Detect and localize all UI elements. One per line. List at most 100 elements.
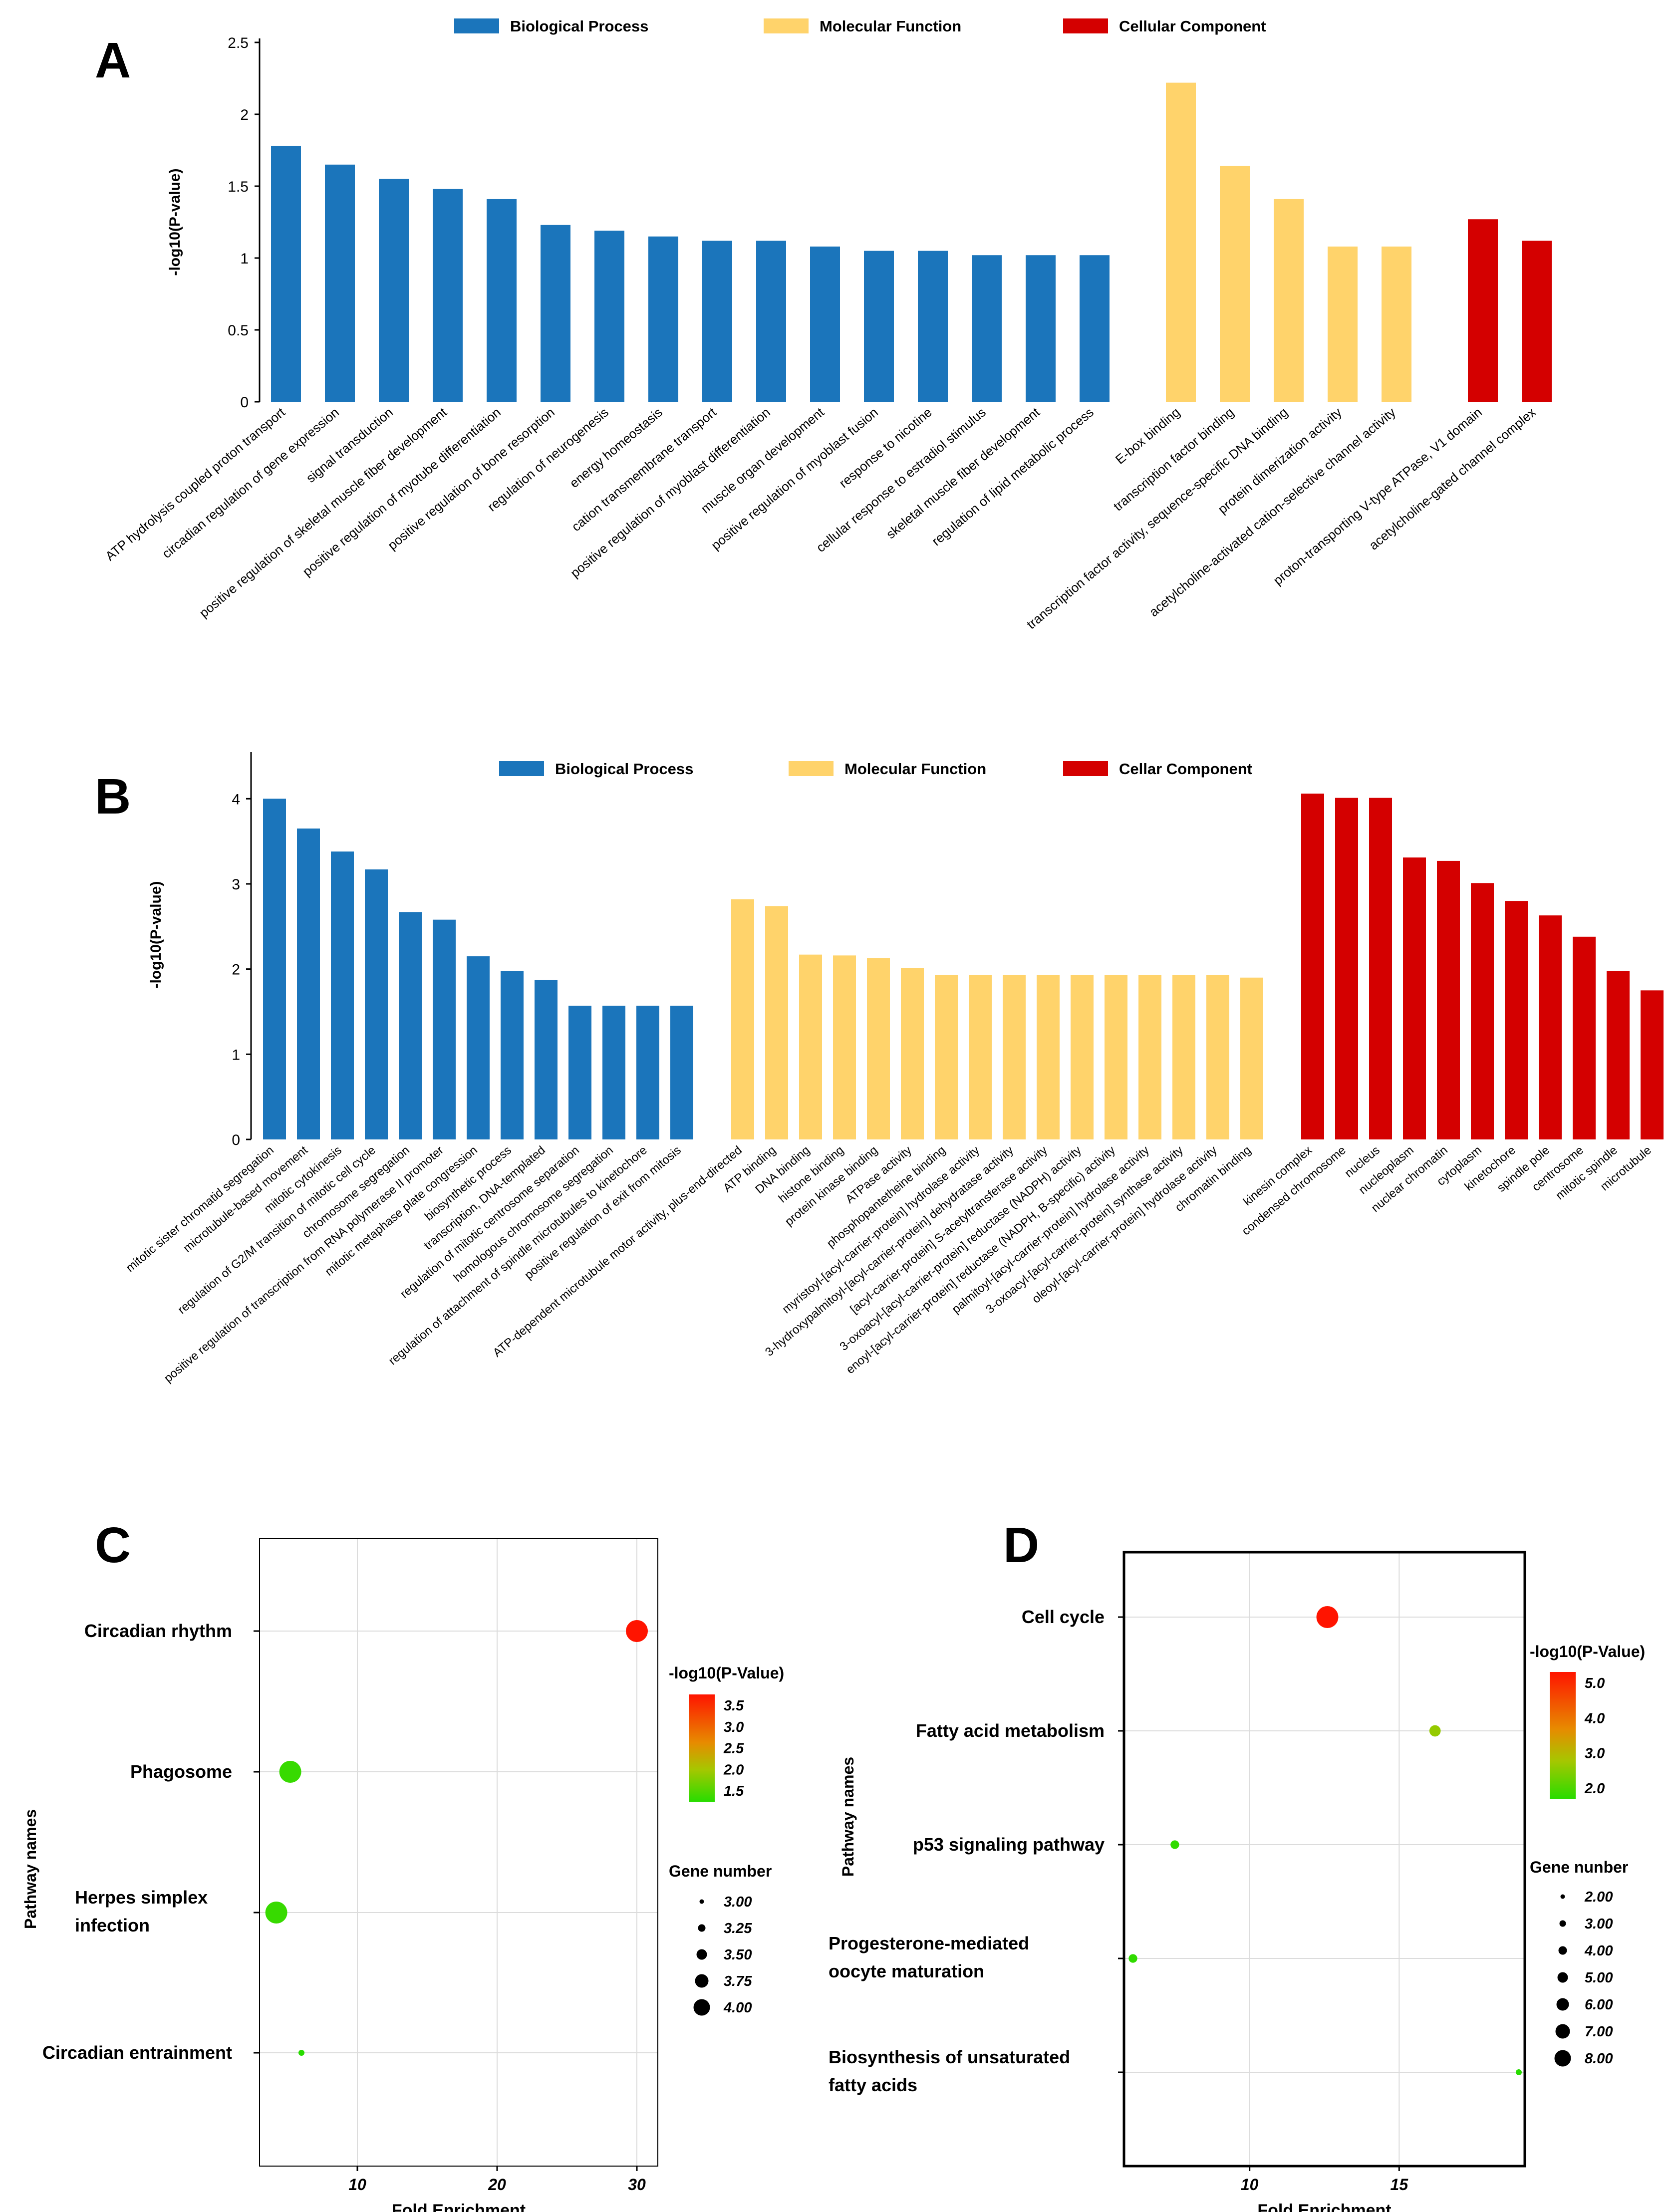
bar-bp bbox=[365, 869, 388, 1139]
bar-mf bbox=[1328, 246, 1358, 402]
panel-letter-a: A bbox=[95, 32, 131, 88]
size-legend-dot bbox=[1557, 1972, 1568, 1983]
bar-cc bbox=[1403, 857, 1426, 1139]
plot-frame bbox=[259, 1538, 658, 2167]
bar-mf bbox=[799, 954, 822, 1139]
y-axis-label: -log10(P-value) bbox=[167, 168, 183, 276]
x-tick-label: 10 bbox=[1241, 2176, 1259, 2194]
y-axis-label: Pathway names bbox=[839, 1757, 857, 1877]
size-legend-dot bbox=[1556, 1998, 1569, 2011]
bar-bp bbox=[263, 799, 286, 1139]
size-legend-dot bbox=[1555, 2024, 1570, 2039]
y-tick-label: 4 bbox=[232, 791, 240, 808]
color-legend-tick: 3.0 bbox=[724, 1719, 744, 1735]
pathway-label: Circadian entrainment bbox=[42, 2042, 232, 2063]
bar-mf bbox=[1220, 166, 1250, 402]
pathway-label: fatty acids bbox=[829, 2075, 917, 2095]
bar-bp bbox=[602, 1006, 625, 1139]
legend-label-bp: Biological Process bbox=[510, 17, 648, 35]
bar-bp bbox=[541, 225, 570, 402]
panel-letter-d: D bbox=[1003, 1517, 1039, 1573]
bar-cc bbox=[1437, 860, 1460, 1139]
size-legend-label: 3.00 bbox=[1585, 1916, 1613, 1932]
bar-bp bbox=[568, 1006, 591, 1139]
bar-cc bbox=[1573, 936, 1596, 1139]
bar-cc bbox=[1369, 798, 1392, 1139]
x-tick-label: energy homeostasis bbox=[566, 405, 665, 491]
size-legend-label: 4.00 bbox=[723, 2000, 752, 2016]
color-legend-title: -log10(P-Value) bbox=[669, 1664, 784, 1682]
bar-mf bbox=[969, 975, 992, 1139]
size-legend-label: 3.25 bbox=[724, 1921, 752, 1936]
bar-cc bbox=[1301, 794, 1324, 1139]
bar-mf bbox=[1172, 975, 1195, 1139]
size-legend-dot bbox=[1558, 1946, 1567, 1955]
color-legend-tick: 2.5 bbox=[723, 1741, 744, 1757]
size-legend-label: 5.00 bbox=[1585, 1970, 1613, 1986]
bar-mf bbox=[1206, 975, 1229, 1139]
bar-bp bbox=[297, 829, 320, 1139]
y-tick-label: 1 bbox=[232, 1047, 240, 1063]
bar-bp bbox=[648, 236, 678, 402]
legend-label-bp: Biological Process bbox=[555, 760, 693, 778]
size-legend-title: Gene number bbox=[669, 1862, 772, 1880]
bar-bp bbox=[325, 164, 355, 402]
bar-bp bbox=[331, 851, 354, 1139]
bar-mf bbox=[867, 958, 890, 1139]
bar-bp bbox=[433, 919, 456, 1139]
size-legend-dot bbox=[698, 1924, 706, 1932]
y-tick-label: 1.5 bbox=[228, 179, 249, 195]
color-legend-bar bbox=[689, 1694, 715, 1802]
panel-letter-b: B bbox=[95, 769, 131, 825]
bar-mf bbox=[1105, 975, 1127, 1139]
pathway-label: infection bbox=[75, 1915, 150, 1936]
size-legend-dot bbox=[693, 1999, 710, 2016]
pathway-label: Progesterone-mediated bbox=[829, 1933, 1029, 1953]
bar-bp bbox=[810, 246, 840, 402]
data-point bbox=[626, 1620, 648, 1642]
x-tick-label: 20 bbox=[488, 2176, 506, 2194]
color-legend-tick: 5.0 bbox=[1585, 1675, 1605, 1691]
y-tick-label: 2 bbox=[240, 107, 249, 123]
bar-bp bbox=[972, 255, 1002, 402]
bar-bp bbox=[670, 1006, 693, 1139]
pathway-label: Phagosome bbox=[130, 1761, 232, 1782]
size-legend-dot bbox=[699, 1899, 704, 1904]
panel-a-bar-chart: 0 0.5 1 1.5 2 2.5 -log10(P-value) Biological Pr… bbox=[102, 17, 1552, 632]
y-axis-label: Pathway names bbox=[21, 1809, 39, 1929]
x-axis-label: Fold Enrichment bbox=[1257, 2201, 1391, 2212]
size-legend-label: 2.00 bbox=[1584, 1889, 1613, 1905]
x-tick-label: positive regulation of myotube different… bbox=[299, 405, 504, 579]
color-legend-title: -log10(P-Value) bbox=[1530, 1643, 1645, 1660]
size-legend-dot bbox=[695, 1974, 709, 1988]
x-tick-label: positive regulation of skeletal muscle f… bbox=[196, 404, 450, 620]
size-legend-label: 3.00 bbox=[724, 1894, 752, 1910]
pathway-label: Biosynthesis of unsaturated bbox=[829, 2047, 1070, 2067]
data-point bbox=[1170, 1840, 1179, 1849]
size-legend-label: 8.00 bbox=[1585, 2051, 1613, 2067]
bar-cc bbox=[1505, 901, 1528, 1139]
legend-swatch-cc bbox=[1063, 761, 1108, 776]
size-legend-label: 3.50 bbox=[724, 1947, 752, 1963]
size-legend-label: 6.00 bbox=[1585, 1997, 1613, 2013]
color-legend-tick: 3.0 bbox=[1585, 1746, 1605, 1762]
bar-bp bbox=[379, 179, 409, 402]
legend-swatch-bp bbox=[454, 18, 499, 33]
panel-letter-c: C bbox=[95, 1517, 131, 1573]
color-legend-tick: 1.5 bbox=[724, 1783, 744, 1799]
color-legend-tick: 3.5 bbox=[724, 1698, 744, 1714]
x-tick-label: microtubule-based movement bbox=[181, 1143, 310, 1255]
data-point bbox=[265, 1902, 287, 1924]
legend-swatch-bp bbox=[499, 761, 544, 776]
legend-label-cc: Cellar Component bbox=[1119, 760, 1252, 778]
bar-mf bbox=[731, 899, 754, 1139]
x-tick-label: 30 bbox=[628, 2176, 646, 2194]
bar-mf bbox=[901, 968, 924, 1139]
color-legend-tick: 2.0 bbox=[1584, 1781, 1605, 1797]
bar-bp bbox=[433, 189, 463, 402]
y-axis-label: -log10(P-value) bbox=[148, 881, 164, 988]
size-legend-dot bbox=[696, 1949, 707, 1960]
pathway-label: Circadian rhythm bbox=[84, 1621, 232, 1641]
bar-bp bbox=[487, 199, 517, 402]
color-legend-bar bbox=[1550, 1672, 1576, 1799]
